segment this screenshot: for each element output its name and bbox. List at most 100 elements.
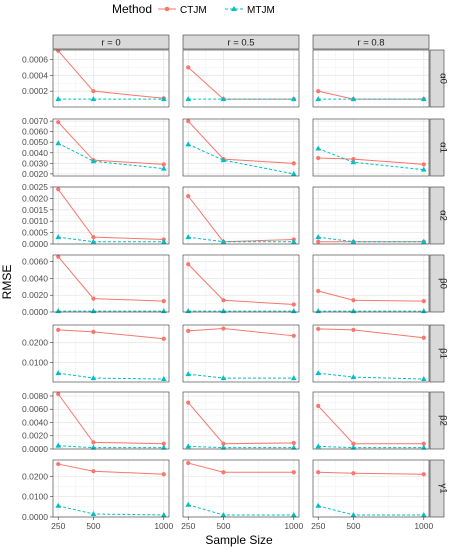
data-point-mtjm xyxy=(290,375,297,381)
data-point-ctjm xyxy=(421,299,426,304)
data-point-mtjm xyxy=(350,96,357,102)
data-point-ctjm xyxy=(56,461,61,467)
data-point-ctjm xyxy=(91,235,96,240)
data-point-ctjm xyxy=(91,329,96,334)
y-tick-label: 0.0040 xyxy=(22,417,48,427)
data-point-ctjm xyxy=(161,162,166,167)
series-line-mtjm xyxy=(57,142,164,170)
data-point-mtjm xyxy=(315,502,322,508)
x-tick-label: 250 xyxy=(181,521,195,531)
data-point-ctjm xyxy=(91,469,96,474)
data-point-ctjm xyxy=(161,472,166,477)
y-tick-label: 0.0025 xyxy=(22,182,48,192)
x-tick-label: 500 xyxy=(346,521,360,531)
data-point-mtjm xyxy=(160,376,167,382)
data-point-mtjm xyxy=(420,444,427,450)
data-point-mtjm xyxy=(185,141,192,147)
y-tick-label: 0.0200 xyxy=(22,338,48,348)
y-tick-label: 0.0100 xyxy=(22,357,48,367)
x-tick-label: 1000 xyxy=(284,521,303,531)
data-point-ctjm xyxy=(91,296,96,301)
facet-panel xyxy=(182,459,300,518)
facet-panel xyxy=(312,391,430,450)
y-tick-label: 0.0050 xyxy=(22,137,48,147)
row-strip-label: α0 xyxy=(438,73,449,84)
row-strip: β2 xyxy=(429,391,449,450)
facet-panel xyxy=(52,186,170,245)
facet-panel xyxy=(312,459,430,518)
y-tick-label: 0.0000 xyxy=(22,239,48,249)
facet-panel xyxy=(52,391,170,450)
row-strip: β1 xyxy=(429,324,449,383)
y-tick-label: 0.0006 xyxy=(22,55,48,65)
data-point-mtjm xyxy=(90,510,97,516)
legend-item-mtjm: MTJM xyxy=(225,5,275,16)
data-point-ctjm xyxy=(291,470,296,475)
data-point-ctjm xyxy=(56,254,61,259)
facet-panel xyxy=(312,186,430,245)
data-point-ctjm xyxy=(421,441,426,446)
row-strip: γ1 xyxy=(429,459,449,518)
data-point-mtjm xyxy=(220,375,227,381)
data-point-ctjm xyxy=(316,288,321,294)
data-point-ctjm xyxy=(291,161,296,166)
legend-marker-ctjm xyxy=(164,6,170,12)
data-point-ctjm xyxy=(221,326,226,331)
facet-panel xyxy=(182,118,300,177)
data-point-ctjm xyxy=(316,326,321,332)
y-tick-label: 0.0005 xyxy=(22,228,48,238)
data-point-ctjm xyxy=(316,239,321,244)
data-point-mtjm xyxy=(55,370,62,376)
data-point-ctjm xyxy=(316,89,321,94)
row-strip-label: β2 xyxy=(438,415,449,426)
y-tick-label: 0.0015 xyxy=(22,205,48,215)
data-point-ctjm xyxy=(56,327,61,333)
y-tick-label: 0.0080 xyxy=(22,391,48,401)
data-point-ctjm xyxy=(421,162,426,167)
data-point-mtjm xyxy=(55,442,62,448)
data-point-mtjm xyxy=(315,370,322,376)
x-tick-label: 1000 xyxy=(414,521,433,531)
data-point-ctjm xyxy=(291,302,296,307)
data-point-mtjm xyxy=(420,238,427,244)
data-point-ctjm xyxy=(161,441,166,446)
data-point-ctjm xyxy=(291,333,296,338)
data-point-mtjm xyxy=(350,374,357,380)
data-point-mtjm xyxy=(315,234,322,240)
facet-panel xyxy=(182,391,300,450)
data-point-mtjm xyxy=(220,157,227,163)
data-point-mtjm xyxy=(350,511,357,517)
y-tick-label: 0.0020 xyxy=(22,193,48,203)
facet-panel xyxy=(182,324,300,383)
data-point-mtjm xyxy=(55,96,62,102)
data-point-ctjm xyxy=(221,298,226,303)
y-tick-label: 0.0040 xyxy=(22,148,48,158)
data-point-ctjm xyxy=(316,155,321,161)
data-point-ctjm xyxy=(221,441,226,446)
data-point-ctjm xyxy=(186,65,191,70)
data-point-ctjm xyxy=(351,157,356,162)
data-point-mtjm xyxy=(350,159,357,165)
legend-item-ctjm: CTJM xyxy=(158,5,207,16)
row-strip-label: β1 xyxy=(438,348,449,359)
data-point-ctjm xyxy=(91,440,96,445)
data-point-mtjm xyxy=(90,158,97,164)
x-tick-label: 1000 xyxy=(154,521,173,531)
data-point-mtjm xyxy=(90,96,97,102)
data-point-mtjm xyxy=(350,444,357,450)
data-point-ctjm xyxy=(291,440,296,446)
legend-marker-mtjm xyxy=(231,6,237,11)
data-point-mtjm xyxy=(160,238,167,244)
data-point-ctjm xyxy=(161,336,166,341)
data-point-mtjm xyxy=(90,444,97,450)
data-point-ctjm xyxy=(221,470,226,475)
data-point-ctjm xyxy=(421,335,426,340)
y-tick-label: 0.0020 xyxy=(22,169,48,179)
y-tick-label: 0.0070 xyxy=(22,116,48,126)
data-point-mtjm xyxy=(55,140,62,146)
row-strip: α0 xyxy=(429,49,449,108)
data-point-mtjm xyxy=(290,96,297,102)
row-strip: β0 xyxy=(429,254,449,313)
facet-panel xyxy=(312,118,430,177)
